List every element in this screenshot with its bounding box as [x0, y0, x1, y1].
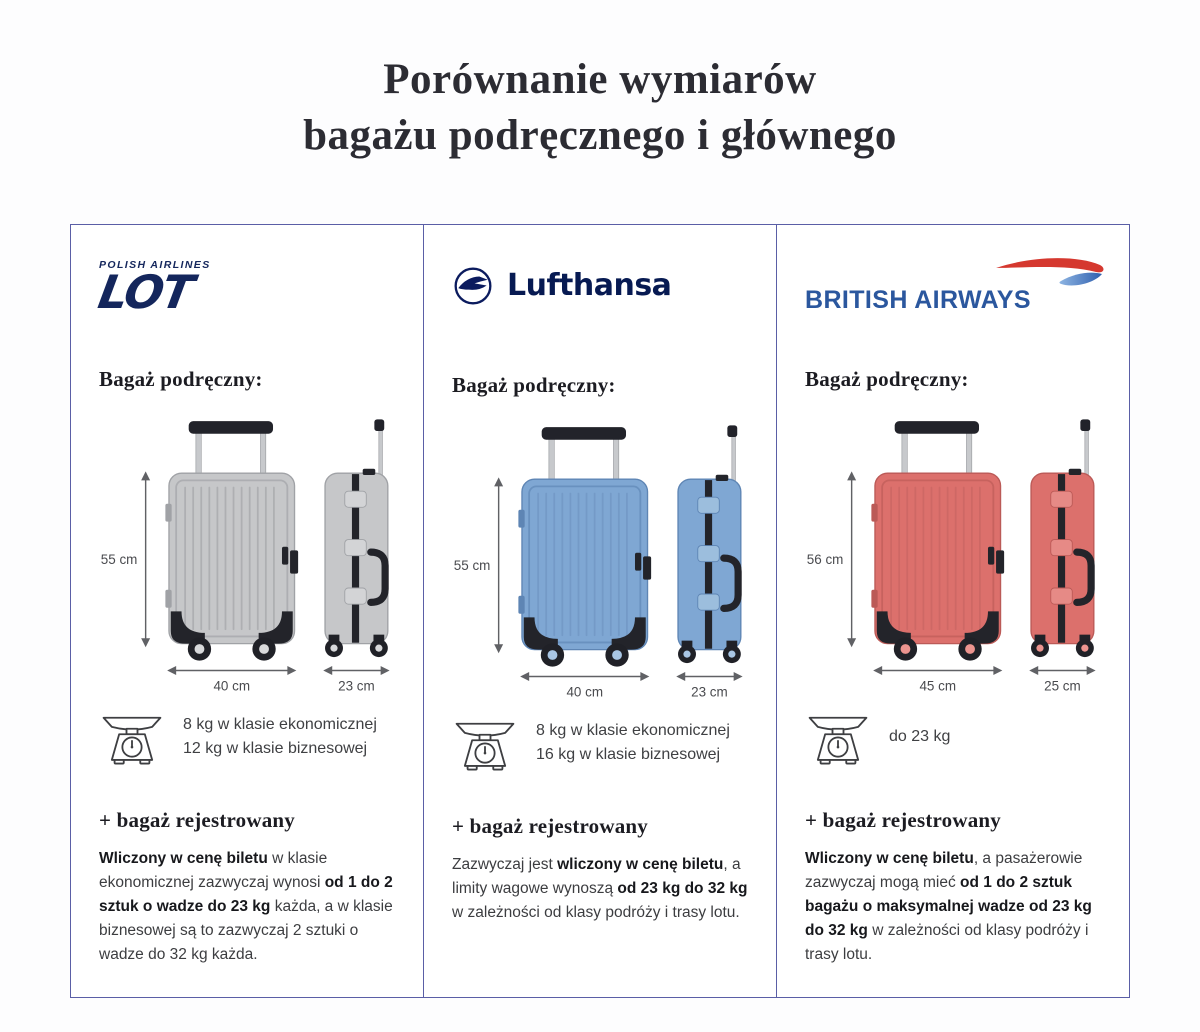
- suitcase-front-view: [518, 426, 652, 667]
- width-dimension-label: 40 cm: [566, 684, 603, 699]
- depth-dimension-label: 25 cm: [1044, 678, 1081, 693]
- lufthansa-logo: Lufthansa: [452, 265, 748, 331]
- lufthansa-wordmark: Lufthansa: [507, 268, 672, 304]
- width-dimension-label: 45 cm: [919, 678, 956, 693]
- depth-dimension-label: 23 cm: [691, 684, 728, 699]
- scale-icon: [808, 716, 868, 765]
- airline-column-lufthansa: Lufthansa Bagaż podręczny: 55 cm: [423, 224, 776, 998]
- lufthansa-crane-icon: [454, 267, 492, 305]
- weight-text: 8 kg w klasie ekonomicznej 12 kg w klasi…: [183, 713, 377, 761]
- width-dimension-arrow: [873, 665, 1003, 675]
- suitcase-front-view: [871, 420, 1005, 661]
- airline-column-lot: POLISH AIRLINES LOT Bagaż podręczny: 55 …: [71, 225, 423, 998]
- depth-dimension-arrow: [676, 671, 743, 681]
- comparison-table: POLISH AIRLINES LOT Bagaż podręczny: 55 …: [70, 223, 1130, 999]
- lot-logo: POLISH AIRLINES LOT: [94, 258, 395, 325]
- title-line-1: Porównanie wymiarów: [383, 56, 817, 103]
- title-line-2: bagażu podręcznego i głównego: [303, 111, 897, 159]
- ba-wordmark: BRITISH AIRWAYS: [805, 285, 1031, 314]
- checked-baggage-heading: + bagaż rejestrowany: [452, 813, 648, 838]
- suitcase-side-view: [677, 425, 742, 663]
- weight-line-1: do 23 kg: [889, 727, 951, 745]
- suitcase-illustration: 55 cm: [101, 419, 390, 693]
- checked-baggage-text: Wliczony w cenę biletu, a pasażerowie za…: [805, 849, 1092, 964]
- british-airways-logo: BRITISH AIRWAYS: [805, 257, 1104, 325]
- height-dimension-label: 55 cm: [454, 558, 491, 573]
- ba-speedmarque-icon: [996, 257, 1104, 286]
- height-dimension-arrow: [847, 471, 857, 647]
- height-dimension-label: 55 cm: [101, 552, 138, 567]
- suitcase-side-view: [324, 419, 389, 657]
- lot-logo-subtitle: POLISH AIRLINES: [99, 258, 211, 271]
- page-title: Porównanie wymiarów bagażu podręcznego i…: [0, 52, 1200, 164]
- hand-luggage-heading: Bagaż podręczny:: [452, 372, 616, 397]
- weight-allowance: 8 kg w klasie ekonomicznej 16 kg w klasi…: [452, 712, 748, 774]
- width-dimension-label: 40 cm: [213, 678, 250, 693]
- scale-icon: [102, 716, 162, 765]
- width-dimension-arrow: [520, 671, 650, 681]
- suitcase-illustration: 55 cm: [454, 425, 743, 699]
- depth-dimension-label: 23 cm: [338, 678, 375, 693]
- suitcase-side-view: [1030, 419, 1095, 657]
- height-dimension-arrow: [494, 477, 504, 653]
- weight-text: 8 kg w klasie ekonomicznej 16 kg w klasi…: [536, 719, 730, 767]
- weight-allowance: 8 kg w klasie ekonomicznej 12 kg w klasi…: [99, 706, 395, 768]
- weight-text: do 23 kg: [889, 725, 950, 749]
- weight-line-2: 16 kg w klasie biznesowej: [536, 745, 721, 763]
- checked-baggage-text: Zazwyczaj jest wliczony w cenę biletu, a…: [452, 855, 748, 921]
- checked-baggage-heading: + bagaż rejestrowany: [805, 807, 1001, 832]
- checked-baggage-heading: + bagaż rejestrowany: [99, 807, 295, 832]
- depth-dimension-arrow: [323, 665, 390, 675]
- height-dimension-label: 56 cm: [807, 552, 844, 567]
- lot-logo-wordmark: LOT: [94, 264, 197, 319]
- checked-baggage-text: Wliczony w cenę biletu w klasie ekonomic…: [99, 849, 393, 964]
- suitcase-front-view: [165, 420, 299, 661]
- airline-column-british-airways: BRITISH AIRWAYS Bagaż podręczny: 56 cm: [776, 224, 1129, 998]
- hand-luggage-heading: Bagaż podręczny:: [99, 366, 263, 391]
- hand-luggage-heading: Bagaż podręczny:: [805, 366, 969, 391]
- weight-line-1: 8 kg w klasie ekonomicznej: [536, 721, 730, 739]
- depth-dimension-arrow: [1029, 665, 1096, 675]
- weight-line-2: 12 kg w klasie biznesowej: [183, 739, 368, 757]
- width-dimension-arrow: [167, 665, 297, 675]
- scale-icon: [455, 722, 515, 771]
- weight-allowance: do 23 kg: [805, 706, 1101, 768]
- weight-line-1: 8 kg w klasie ekonomicznej: [183, 715, 377, 733]
- suitcase-illustration: 56 cm: [807, 419, 1096, 693]
- height-dimension-arrow: [141, 471, 151, 647]
